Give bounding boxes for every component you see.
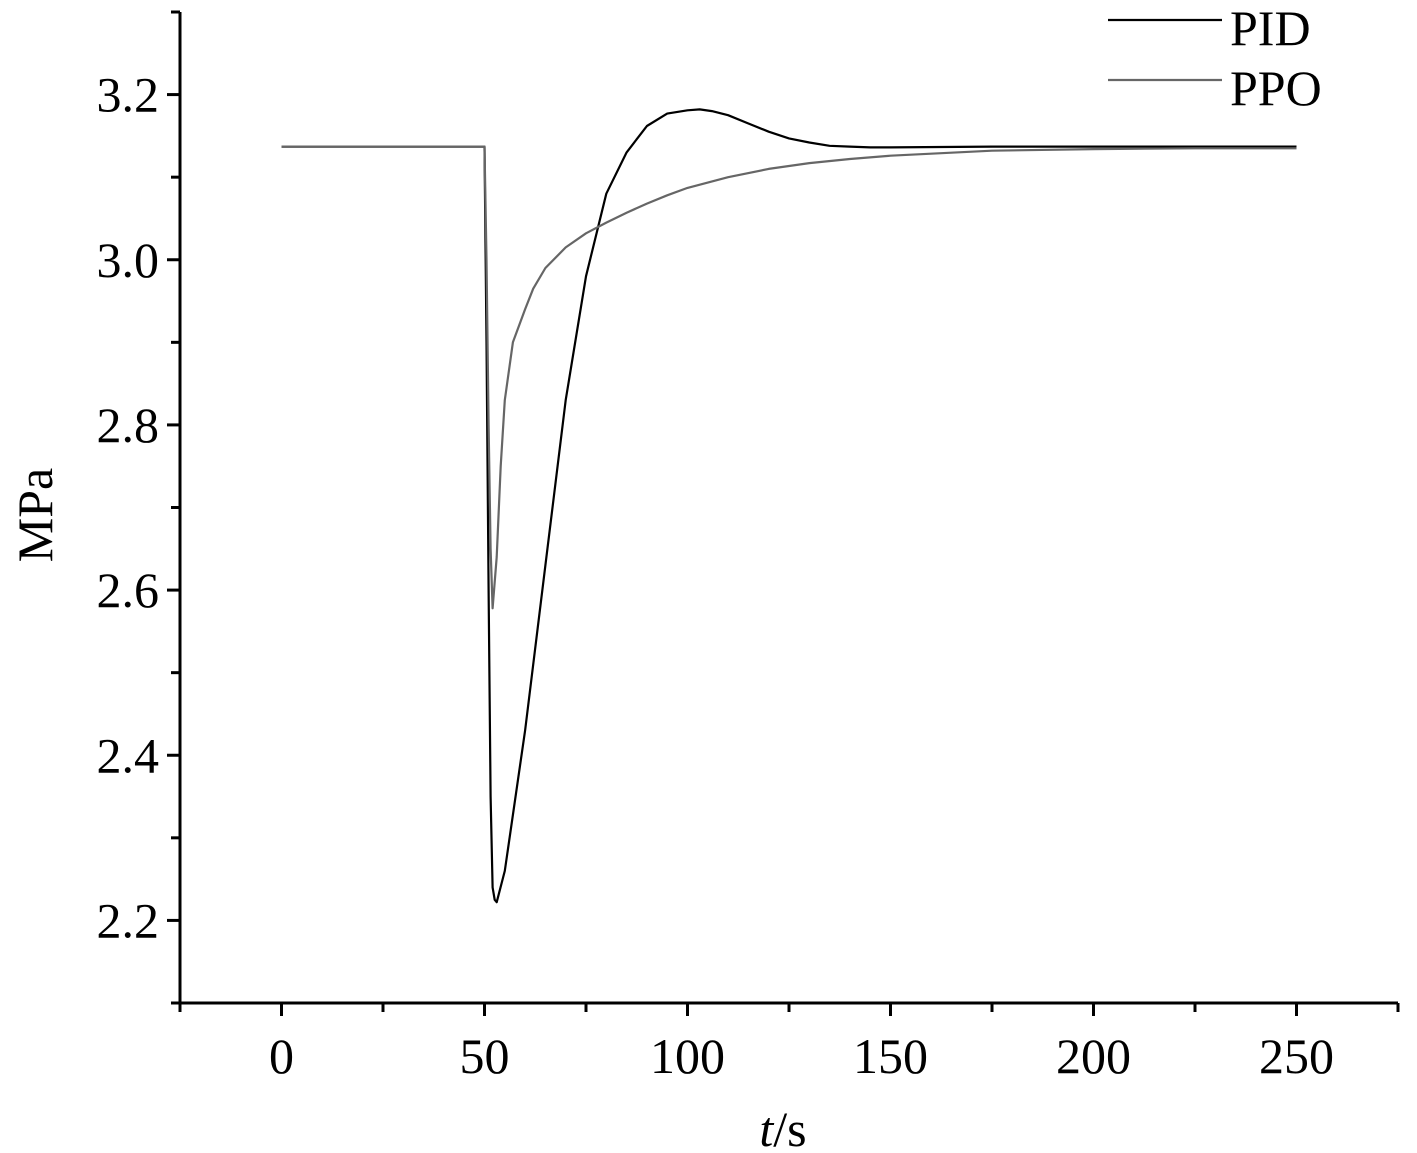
y-tick-label: 3.0 — [97, 232, 160, 288]
x-tick-label: 50 — [460, 1028, 510, 1084]
axes-layer — [178, 12, 1398, 1005]
x-axis-title-italic: t — [759, 1101, 774, 1153]
series-line-ppo — [281, 145, 1297, 610]
x-axis-title-unit: /s — [773, 1101, 806, 1153]
y-tick-label: 2.4 — [97, 727, 160, 783]
series-layer — [281, 108, 1297, 904]
x-tick-label: 100 — [650, 1028, 725, 1084]
x-tick-label: 0 — [269, 1028, 294, 1084]
legend-label-ppo: PPO — [1230, 60, 1322, 116]
legend-label-pid: PID — [1230, 0, 1311, 56]
x-tick-label: 250 — [1259, 1028, 1334, 1084]
y-tick-label: 2.2 — [97, 892, 160, 948]
series-line-pid — [281, 108, 1297, 904]
ticks-layer: 0 50 100 150 200 250 2.2 2.4 2.6 2.8 3.0 3.2 — [97, 10, 1400, 1084]
x-axis-title: t/s — [759, 1101, 806, 1153]
y-axis-title: MPa — [7, 468, 63, 562]
x-tick-label: 150 — [853, 1028, 928, 1084]
y-tick-label: 2.8 — [97, 397, 160, 453]
x-tick-label: 200 — [1056, 1028, 1131, 1084]
y-tick-label: 3.2 — [97, 67, 160, 123]
y-tick-label: 2.6 — [97, 562, 160, 618]
